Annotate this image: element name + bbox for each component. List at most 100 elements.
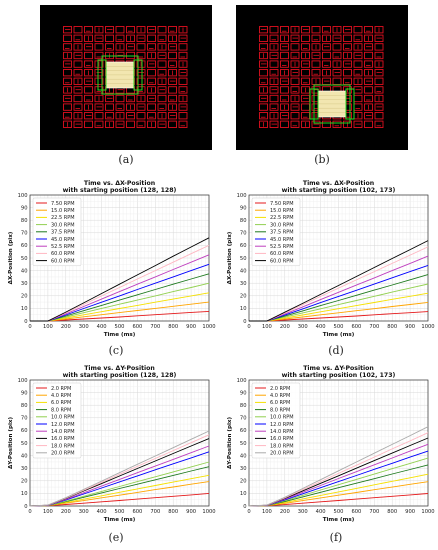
- grid-cell: [322, 26, 331, 34]
- y-tick-label: 70: [240, 416, 247, 422]
- grid-cell: [84, 86, 93, 94]
- grid-cell: [178, 34, 188, 42]
- grid-cell: [280, 94, 289, 103]
- grid-cell: [280, 112, 289, 120]
- y-tick-label: 40: [21, 268, 28, 274]
- grid-cell: [280, 77, 289, 85]
- chart-subtitle: with starting position (102, 173): [282, 187, 396, 194]
- x-axis-label: Time (ms): [104, 332, 136, 338]
- legend-entry: 4.0 RPM: [51, 393, 71, 399]
- x-tick-label: 200: [280, 509, 290, 515]
- series-line: [248, 443, 429, 507]
- grid-cell: [73, 34, 83, 42]
- y-tick-label: 20: [240, 294, 247, 300]
- x-tick-label: 300: [298, 324, 308, 330]
- x-tick-label: 600: [351, 324, 361, 330]
- grid-cell: [269, 26, 279, 34]
- y-tick-label: 10: [240, 491, 247, 497]
- grid-cell: [343, 120, 352, 128]
- x-tick-label: 1000: [421, 324, 434, 330]
- x-tick-label: 800: [387, 324, 397, 330]
- series-line: [248, 481, 429, 507]
- series-line: [248, 473, 429, 507]
- x-tick-label: 700: [369, 509, 379, 515]
- grid-cell: [280, 34, 289, 42]
- grid-cell: [269, 120, 279, 128]
- grid-cell: [332, 120, 342, 128]
- x-axis-label: Time (ms): [323, 332, 355, 338]
- grid-cell: [168, 86, 177, 94]
- y-tick-label: 20: [21, 294, 28, 300]
- x-tick-label: 200: [61, 324, 71, 330]
- grid-cell: [94, 26, 104, 34]
- grid-cell: [73, 77, 83, 85]
- y-tick-label: 30: [240, 281, 247, 287]
- grid-cell: [126, 120, 135, 128]
- x-tick-label: 300: [298, 509, 308, 515]
- legend-entry: 18.0 RPM: [51, 443, 75, 449]
- grid-cell: [115, 94, 125, 103]
- series-line: [30, 292, 210, 322]
- grid-cell: [311, 26, 321, 34]
- grid-cell: [343, 86, 352, 94]
- x-tick-label: 400: [97, 324, 107, 330]
- grid-cell: [290, 34, 300, 42]
- grid-cell: [147, 43, 156, 51]
- y-tick-label: 70: [240, 231, 247, 237]
- grid-cell: [73, 86, 83, 94]
- legend-entry: 14.0 RPM: [51, 429, 75, 435]
- grid-cell: [84, 120, 93, 128]
- grid-cell: [136, 94, 146, 103]
- grid-cell: [343, 51, 352, 60]
- legend-box: [32, 197, 82, 267]
- grid-cell: [290, 26, 300, 34]
- grid-cell: [84, 69, 93, 77]
- x-tick-label: 100: [262, 324, 272, 330]
- grid-cell: [343, 69, 352, 77]
- grid-cell: [364, 69, 373, 77]
- y-tick-label: 40: [240, 453, 247, 459]
- legend-entry: 22.5 RPM: [51, 215, 75, 221]
- object-texture: [318, 95, 346, 113]
- green-frame-left: [309, 88, 319, 120]
- grid-cell: [105, 94, 114, 103]
- grid-cell: [259, 60, 268, 68]
- grid-cell: [290, 60, 300, 68]
- y-tick-label: 10: [21, 306, 28, 312]
- grid-cell: [147, 77, 156, 85]
- legend-entry: 37.5 RPM: [270, 230, 294, 236]
- y-tick-label: 30: [240, 466, 247, 472]
- grid-cell: [178, 51, 188, 60]
- grid-cell: [105, 112, 114, 120]
- x-tick-label: 800: [387, 509, 397, 515]
- x-tick-label: 400: [97, 509, 107, 515]
- y-tick-label: 40: [240, 268, 247, 274]
- series-line: [30, 301, 210, 322]
- panel-label-e: (e): [108, 531, 124, 544]
- legend-box: [251, 197, 301, 267]
- y-tick-label: 60: [240, 428, 247, 434]
- grid-cell: [126, 94, 135, 103]
- grid-cell: [147, 94, 156, 103]
- grid-cell: [63, 51, 72, 60]
- y-tick-label: 0: [243, 319, 246, 325]
- grid-cell: [269, 94, 279, 103]
- series-line: [29, 445, 210, 507]
- grid-cell: [178, 86, 188, 94]
- grid-cell: [136, 77, 146, 85]
- grid-cell: [280, 51, 289, 60]
- legend-entry: 22.5 RPM: [270, 215, 294, 221]
- series-line: [29, 461, 210, 507]
- grid-cell: [105, 120, 114, 128]
- grid-cell: [353, 51, 363, 60]
- y-axis-label: ΔY-Position (pix): [8, 417, 14, 470]
- grid-cell: [259, 69, 268, 77]
- grid-cell: [168, 51, 177, 60]
- legend-entry: 8.0 RPM: [51, 407, 71, 413]
- x-tick-label: 300: [79, 509, 89, 515]
- grid-cell: [136, 103, 146, 111]
- grid-cell: [290, 43, 300, 51]
- grid-cell: [311, 43, 321, 51]
- grid-cell: [322, 34, 331, 42]
- grid-cell: [147, 120, 156, 128]
